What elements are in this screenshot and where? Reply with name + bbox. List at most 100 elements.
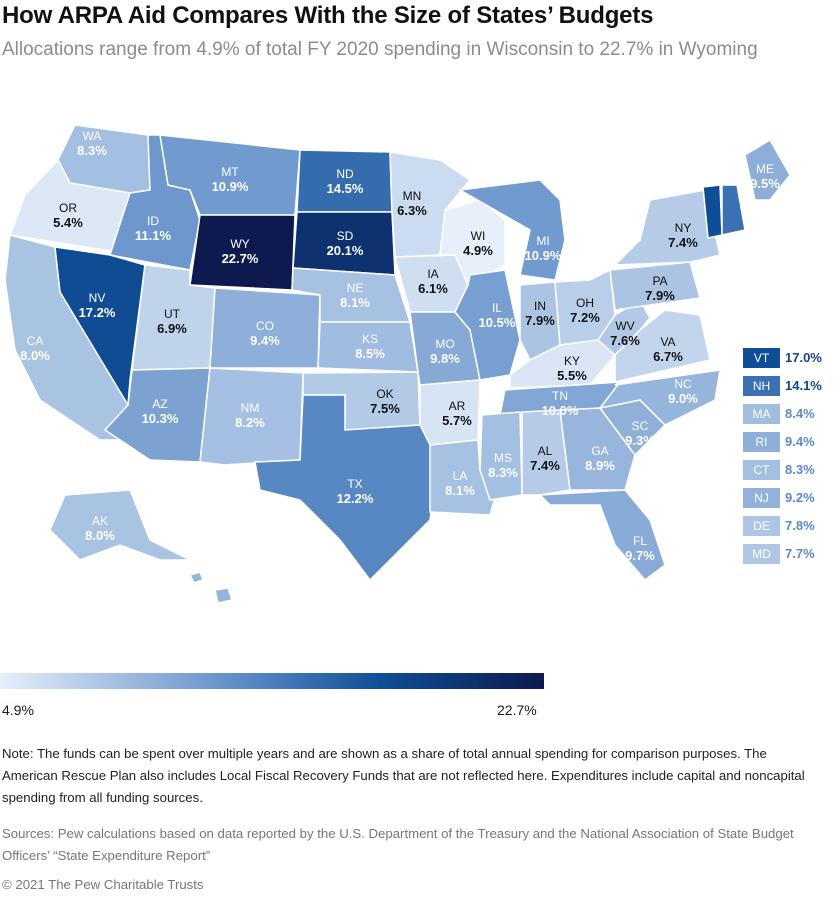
state-abbr-co: CO <box>256 319 274 333</box>
state-abbr-mo: MO <box>435 337 454 351</box>
legend-box-nj: NJ <box>743 488 780 508</box>
legend-value-ct: 8.3% <box>785 462 815 477</box>
legend-row-ma: MA 8.4% <box>743 404 833 424</box>
state-abbr-ca: CA <box>27 334 44 348</box>
state-value-mi: 10.9% <box>525 248 562 263</box>
chart-subtitle: Allocations range from 4.9% of total FY … <box>2 39 758 60</box>
legend-row-nj: NJ 9.2% <box>743 488 833 508</box>
state-shape-nv <box>54 246 146 408</box>
legend-box-md: MD <box>743 544 780 564</box>
legend-row-ct: CT 8.3% <box>743 460 833 480</box>
state-value-ky: 5.5% <box>557 368 587 383</box>
footnote: Note: The funds can be spent over multip… <box>2 746 805 805</box>
state-abbr-nc: NC <box>674 377 692 391</box>
state-value-in: 7.9% <box>525 313 555 328</box>
state-value-ut: 6.9% <box>157 321 187 336</box>
state-value-sd: 20.1% <box>327 243 364 258</box>
state-value-il: 10.5% <box>479 315 516 330</box>
state-value-nm: 8.2% <box>235 415 265 430</box>
state-abbr-mt: MT <box>221 165 239 179</box>
legend-box-ct: CT <box>743 460 780 480</box>
legend-box-de: DE <box>743 516 780 536</box>
state-shape-nc <box>598 369 721 426</box>
state-abbr-ia: IA <box>427 267 438 281</box>
copyright-text: © 2021 The Pew Charitable Trusts <box>2 877 204 892</box>
legend-value-vt: 17.0% <box>785 350 822 365</box>
state-abbr-ga: GA <box>591 444 608 458</box>
state-value-ak: 8.0% <box>85 528 115 543</box>
legend-row-vt: VT 17.0% <box>743 348 833 368</box>
state-abbr-pa: PA <box>652 274 667 288</box>
state-shape-nh <box>721 184 746 236</box>
state-shape-fl <box>538 489 666 582</box>
state-shape-mi <box>457 179 566 281</box>
state-abbr-az: AZ <box>152 397 167 411</box>
state-value-hi: 9.0% <box>205 573 235 588</box>
state-abbr-wi: WI <box>471 229 486 243</box>
state-value-ok: 7.5% <box>370 401 400 416</box>
state-value-ar: 5.7% <box>442 413 472 428</box>
state-abbr-in: IN <box>534 299 546 313</box>
state-abbr-ms: MS <box>494 451 512 465</box>
state-value-va: 6.7% <box>653 349 683 364</box>
legend-value-nh: 14.1% <box>785 378 822 393</box>
state-value-wv: 7.6% <box>610 333 640 348</box>
state-value-tx: 12.2% <box>337 491 374 506</box>
state-shape-il <box>454 269 521 381</box>
state-abbr-tn: TN <box>552 389 568 403</box>
state-value-ca: 8.0% <box>20 348 50 363</box>
state-abbr-wy: WY <box>230 237 249 251</box>
state-abbr-la: LA <box>453 469 468 483</box>
state-value-co: 9.4% <box>250 333 280 348</box>
state-abbr-hi: HI <box>214 559 226 573</box>
legend-box-vt: VT <box>743 348 780 368</box>
state-value-wy: 22.7% <box>222 251 259 266</box>
state-abbr-ks: KS <box>362 332 378 346</box>
state-value-ia: 6.1% <box>418 281 448 296</box>
state-shape-me <box>744 138 791 201</box>
chart-title: How ARPA Aid Compares With the Size of S… <box>2 2 654 29</box>
state-abbr-ut: UT <box>164 307 181 321</box>
state-value-az: 10.3% <box>142 411 179 426</box>
legend-box-ri: RI <box>743 432 780 452</box>
state-abbr-nv: NV <box>89 291 106 305</box>
state-shape-tx <box>254 394 441 582</box>
state-abbr-or: OR <box>59 201 77 215</box>
state-abbr-mi: MI <box>536 234 549 248</box>
legend-value-nj: 9.2% <box>785 490 815 505</box>
state-abbr-ak: AK <box>92 514 108 528</box>
state-abbr-fl: FL <box>633 534 647 548</box>
state-abbr-wa: WA <box>83 129 102 143</box>
state-abbr-ky: KY <box>564 354 580 368</box>
state-shape-ga <box>559 407 636 491</box>
legend-value-ri: 9.4% <box>785 434 815 449</box>
state-shape-al <box>521 409 571 496</box>
state-value-ms: 8.3% <box>488 465 518 480</box>
state-value-ga: 8.9% <box>585 458 615 473</box>
state-abbr-me: ME <box>756 162 774 176</box>
state-value-wa: 8.3% <box>77 143 107 158</box>
state-value-mn: 6.3% <box>397 203 427 218</box>
legend-value-ma: 8.4% <box>785 406 815 421</box>
state-shape-pa <box>609 261 701 311</box>
state-abbr-mn: MN <box>403 189 422 203</box>
color-scale-bar <box>0 673 544 689</box>
state-value-tn: 10.0% <box>542 403 579 418</box>
state-value-mo: 9.8% <box>430 351 460 366</box>
state-value-la: 8.1% <box>445 483 475 498</box>
sources-text: Sources: Pew calculations based on data … <box>2 826 794 863</box>
legend-value-md: 7.7% <box>785 546 815 561</box>
state-value-id: 11.1% <box>135 228 172 243</box>
state-value-me: 9.5% <box>750 176 780 191</box>
state-abbr-al: AL <box>538 444 553 458</box>
legend-row-de: DE 7.8% <box>743 516 833 536</box>
state-value-fl: 9.7% <box>625 548 655 563</box>
state-abbr-il: IL <box>492 301 502 315</box>
scale-min-label: 4.9% <box>2 702 34 718</box>
state-value-oh: 7.2% <box>570 310 600 325</box>
scale-max-label: 22.7% <box>497 702 537 718</box>
state-value-nd: 14.5% <box>327 181 364 196</box>
legend-row-md: MD 7.7% <box>743 544 833 564</box>
state-abbr-wv: WV <box>615 319 634 333</box>
us-choropleth-map: WA8.3%OR5.4%CA8.0%ID11.1%NV17.2%MT10.9%W… <box>4 124 791 604</box>
